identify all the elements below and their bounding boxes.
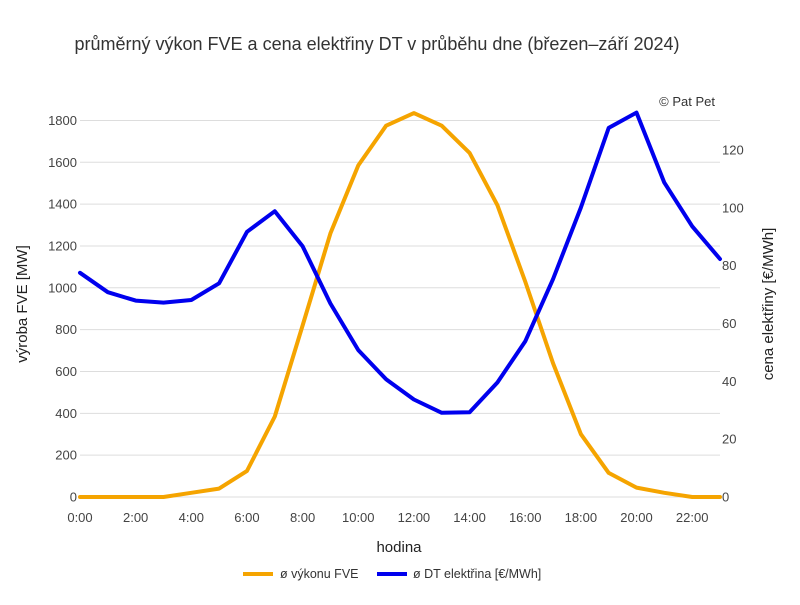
left-tick-label-400: 400 xyxy=(55,406,77,421)
legend: ø výkonu FVE ø DT elektřina [€/MWh] xyxy=(243,567,541,581)
left-tick-label-600: 600 xyxy=(55,364,77,379)
chart-title: průměrný výkon FVE a cena elektřiny DT v… xyxy=(75,34,680,54)
series-line-fve-points xyxy=(80,113,720,497)
right-tick-label-120: 120 xyxy=(722,142,744,157)
y-axis-label-left: výroba FVE [MW] xyxy=(14,245,31,363)
right-tick-label-0: 0 xyxy=(722,490,729,505)
x-tick-label-16:00: 16:00 xyxy=(509,510,542,525)
left-tick-label-0: 0 xyxy=(70,490,77,505)
series-line-price xyxy=(80,113,720,413)
x-tick-label-22:00: 22:00 xyxy=(676,510,709,525)
series-lines xyxy=(80,113,720,497)
left-tick-label-800: 800 xyxy=(55,322,77,337)
gridlines xyxy=(80,120,720,497)
left-tick-label-1600: 1600 xyxy=(48,155,77,170)
series-line-price-points xyxy=(80,113,720,413)
left-tick-label-1400: 1400 xyxy=(48,197,77,212)
x-tick-label-14:00: 14:00 xyxy=(453,510,486,525)
right-axis-ticks: 0 20 40 60 80 100 120 xyxy=(722,142,744,504)
chart-credit: © Pat Pet xyxy=(659,94,715,109)
series-line-fve xyxy=(80,113,720,497)
x-axis-ticks: 0:00 2:00 4:00 6:00 8:00 10:00 12:00 14:00 16:00… xyxy=(67,510,708,525)
left-tick-label-1800: 1800 xyxy=(48,113,77,128)
x-tick-label-8:00: 8:00 xyxy=(290,510,315,525)
right-tick-label-20: 20 xyxy=(722,432,736,447)
left-axis-ticks: 0 200 400 600 800 1000 1200 1400 1600 1800 xyxy=(48,113,77,505)
x-tick-label-10:00: 10:00 xyxy=(342,510,375,525)
right-tick-label-60: 60 xyxy=(722,316,736,331)
right-tick-label-40: 40 xyxy=(722,374,736,389)
x-tick-label-0:00: 0:00 xyxy=(67,510,92,525)
x-tick-label-6:00: 6:00 xyxy=(234,510,259,525)
x-tick-label-18:00: 18:00 xyxy=(565,510,598,525)
legend-label-fve: ø výkonu FVE xyxy=(280,567,359,581)
legend-label-price: ø DT elektřina [€/MWh] xyxy=(413,567,541,581)
x-axis-label: hodina xyxy=(376,539,422,556)
right-tick-label-100: 100 xyxy=(722,200,744,215)
left-tick-label-200: 200 xyxy=(55,448,77,463)
left-tick-label-1200: 1200 xyxy=(48,238,77,253)
x-tick-label-2:00: 2:00 xyxy=(123,510,148,525)
y-axis-label-right: cena elektřiny [€/MWh] xyxy=(760,228,777,381)
right-tick-label-80: 80 xyxy=(722,258,736,273)
x-tick-label-12:00: 12:00 xyxy=(398,510,431,525)
x-tick-label-4:00: 4:00 xyxy=(179,510,204,525)
x-tick-label-20:00: 20:00 xyxy=(620,510,653,525)
left-tick-label-1000: 1000 xyxy=(48,280,77,295)
